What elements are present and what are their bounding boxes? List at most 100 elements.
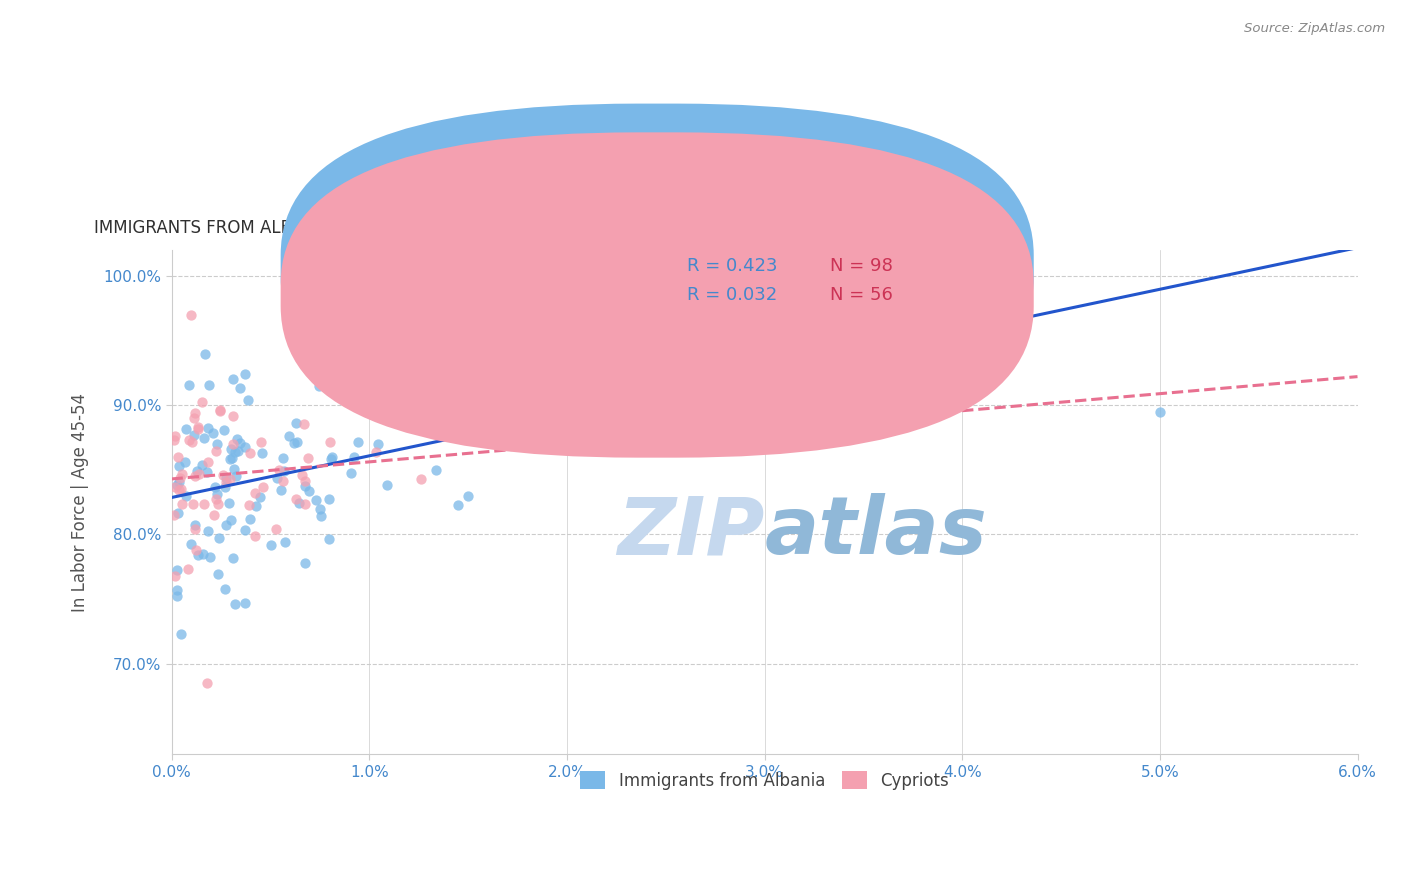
Point <box>437 342 460 356</box>
Point <box>233 367 256 381</box>
Point <box>170 467 193 482</box>
Point <box>207 497 229 511</box>
Point <box>197 524 219 539</box>
Point <box>891 268 914 283</box>
Point <box>309 509 332 524</box>
Point <box>291 468 314 483</box>
Point <box>188 467 211 481</box>
Point <box>205 486 228 500</box>
Point <box>233 440 256 454</box>
Point <box>222 462 245 476</box>
Point <box>212 423 235 437</box>
Point <box>166 589 188 603</box>
Point <box>224 445 246 459</box>
Point <box>219 472 242 486</box>
Point <box>207 567 229 582</box>
Y-axis label: In Labor Force | Age 45-54: In Labor Force | Age 45-54 <box>72 392 89 612</box>
Point <box>193 431 215 445</box>
Point <box>252 446 274 460</box>
Point <box>226 432 249 446</box>
Point <box>278 429 301 443</box>
Text: Source: ZipAtlas.com: Source: ZipAtlas.com <box>1244 22 1385 36</box>
Point <box>167 458 190 473</box>
Point <box>294 479 316 493</box>
Point <box>238 498 260 512</box>
FancyBboxPatch shape <box>610 240 966 316</box>
Point <box>308 378 330 392</box>
Point <box>174 489 197 503</box>
Point <box>492 401 515 415</box>
Legend: Immigrants from Albania, Cypriots: Immigrants from Albania, Cypriots <box>574 764 956 797</box>
Point <box>215 471 238 485</box>
Point <box>167 506 190 520</box>
Point <box>271 475 294 489</box>
Point <box>222 409 245 423</box>
Point <box>187 548 209 562</box>
Point <box>209 403 232 417</box>
Point <box>208 531 231 545</box>
Point <box>180 435 202 450</box>
Point <box>197 455 219 469</box>
Point <box>273 464 295 478</box>
Point <box>184 542 207 557</box>
Point <box>266 470 288 484</box>
Point <box>1149 404 1171 418</box>
Point <box>319 451 342 466</box>
Point <box>181 497 204 511</box>
Point <box>180 308 202 322</box>
Point <box>411 472 433 486</box>
Point <box>347 435 370 450</box>
Point <box>202 508 225 522</box>
Point <box>340 466 363 480</box>
Point <box>298 483 321 498</box>
Point <box>179 378 201 392</box>
FancyBboxPatch shape <box>281 103 1033 429</box>
Point <box>221 551 243 566</box>
Point <box>224 597 246 611</box>
Point <box>367 437 389 451</box>
Point <box>214 582 236 596</box>
Point <box>233 524 256 538</box>
Point <box>219 513 242 527</box>
Point <box>180 537 202 551</box>
Point <box>166 450 188 465</box>
Point <box>163 433 186 447</box>
Point <box>375 478 398 492</box>
Point <box>229 435 252 450</box>
Text: ZIP: ZIP <box>617 493 765 571</box>
Point <box>165 429 187 443</box>
Point <box>197 421 219 435</box>
Point <box>468 425 491 440</box>
Point <box>174 455 197 469</box>
Point <box>183 411 205 425</box>
Point <box>285 416 308 430</box>
Point <box>163 480 186 494</box>
Point <box>184 406 207 420</box>
Point <box>207 437 229 451</box>
Point <box>195 465 218 479</box>
Point <box>271 451 294 466</box>
Point <box>198 378 221 392</box>
Text: N = 98: N = 98 <box>830 257 893 275</box>
Point <box>194 346 217 360</box>
Point <box>167 483 190 497</box>
Point <box>260 537 283 551</box>
Point <box>193 497 215 511</box>
Point <box>172 497 194 511</box>
Point <box>245 499 267 513</box>
Point <box>425 463 447 477</box>
Point <box>163 508 186 523</box>
Point <box>285 435 308 450</box>
Point <box>219 452 242 467</box>
Point <box>214 479 236 493</box>
Point <box>294 498 316 512</box>
Text: IMMIGRANTS FROM ALBANIA VS CYPRIOT IN LABOR FORCE | AGE 45-54 CORRELATION CHART: IMMIGRANTS FROM ALBANIA VS CYPRIOT IN LA… <box>94 219 870 237</box>
Point <box>264 522 287 536</box>
Point <box>252 480 274 494</box>
Point <box>353 393 375 408</box>
Point <box>294 556 316 570</box>
Text: R = 0.032: R = 0.032 <box>688 286 778 304</box>
Point <box>163 569 186 583</box>
Point <box>193 548 215 562</box>
Point <box>318 532 340 546</box>
